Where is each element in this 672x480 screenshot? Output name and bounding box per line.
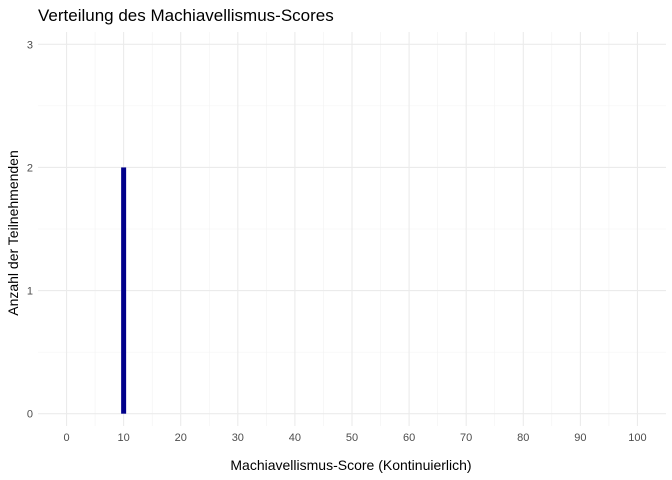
x-tick-label: 30 xyxy=(232,432,244,444)
x-axis-title: Machiavellismus-Score (Kontinuierlich) xyxy=(230,457,471,473)
y-tick-label: 0 xyxy=(27,409,33,421)
x-tick-label: 50 xyxy=(346,432,358,444)
x-tick-label: 70 xyxy=(460,432,472,444)
histogram-bar xyxy=(121,167,127,414)
x-tick-label: 10 xyxy=(118,432,130,444)
x-tick-label: 20 xyxy=(175,432,187,444)
y-tick-label: 3 xyxy=(27,39,33,51)
x-tick-label: 0 xyxy=(63,432,69,444)
x-axis-ticks: 0 10 20 30 40 50 60 70 80 90 100 xyxy=(63,432,646,444)
x-tick-label: 40 xyxy=(289,432,301,444)
x-tick-label: 80 xyxy=(517,432,529,444)
y-tick-label: 2 xyxy=(27,162,33,174)
chart-title: Verteilung des Machiavellismus-Scores xyxy=(38,6,334,25)
grid-lines xyxy=(38,32,666,426)
y-tick-label: 1 xyxy=(27,286,33,298)
x-tick-label: 100 xyxy=(628,432,646,444)
y-axis-title: Anzahl der Teilnehmenden xyxy=(5,150,21,316)
y-axis-ticks: 0 1 2 3 xyxy=(27,39,33,420)
x-tick-label: 60 xyxy=(403,432,415,444)
bars-group xyxy=(121,167,127,414)
x-tick-label: 90 xyxy=(574,432,586,444)
